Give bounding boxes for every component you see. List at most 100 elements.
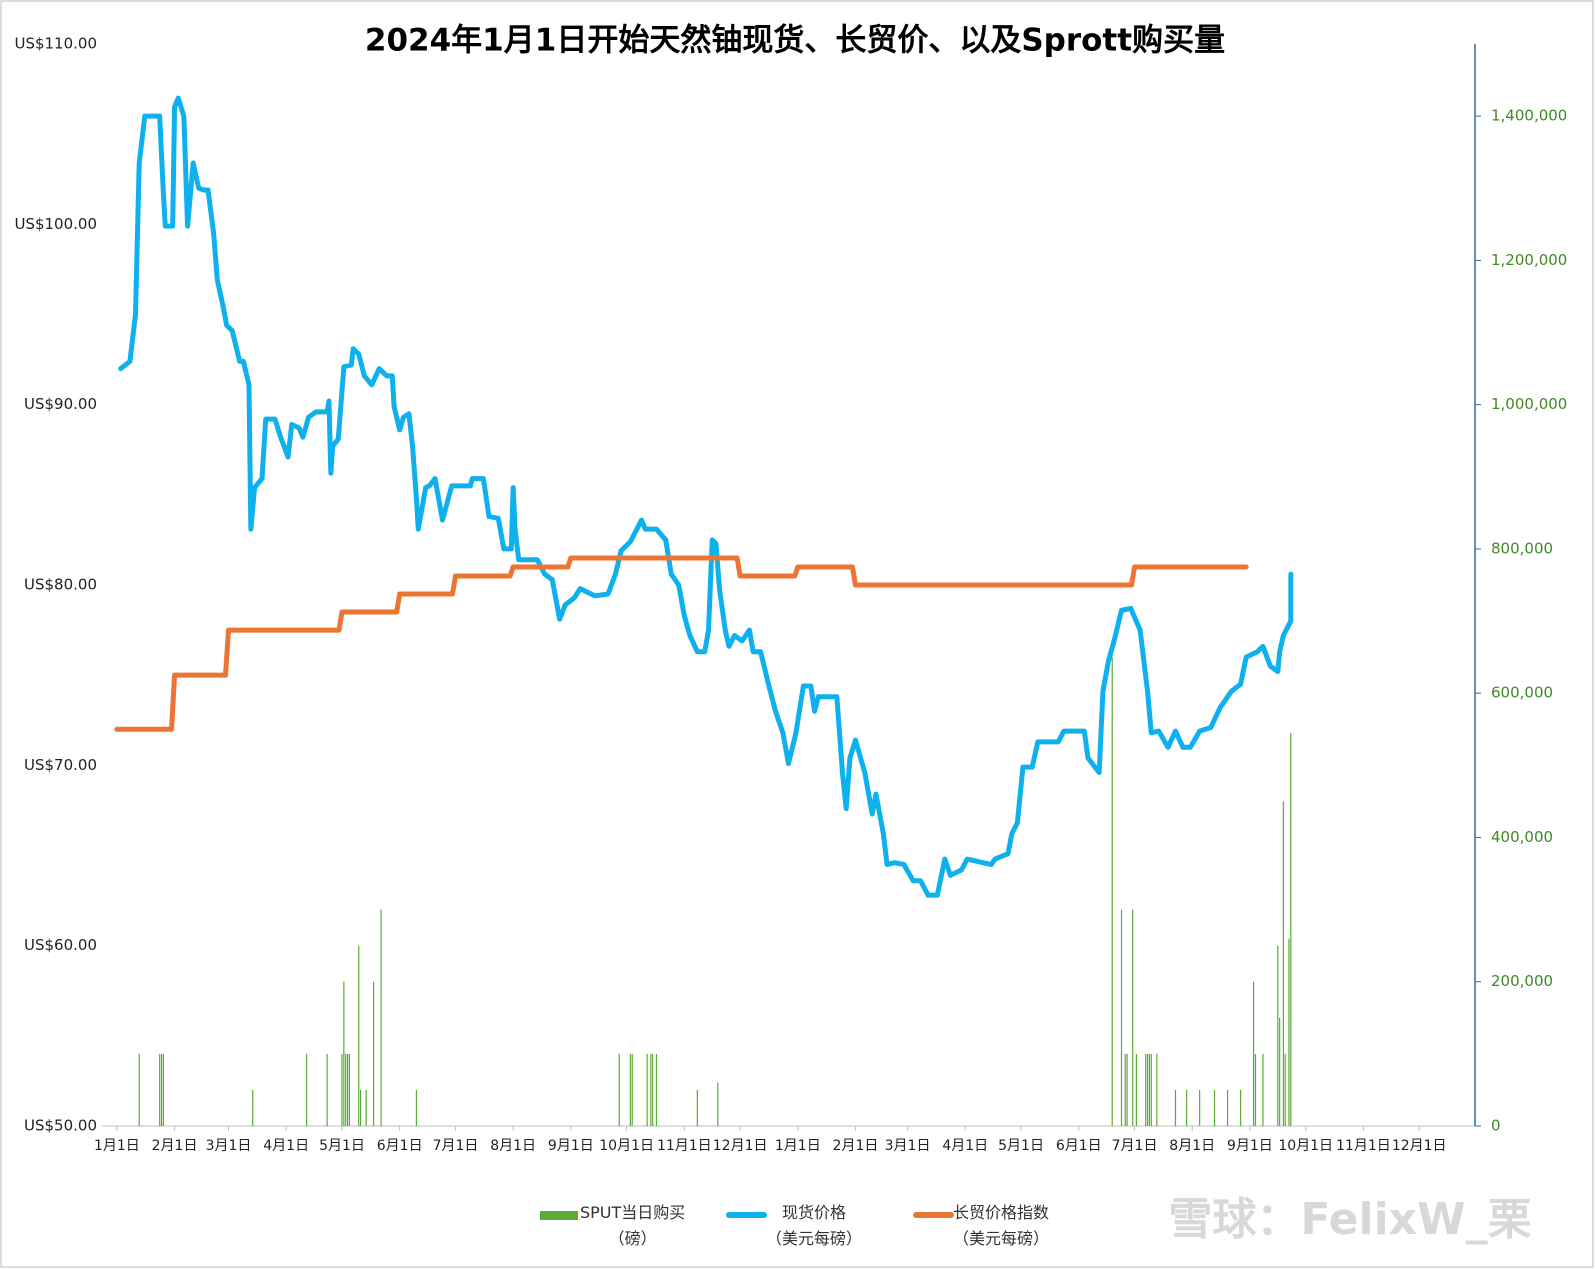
bar: [1126, 1053, 1128, 1126]
bar: [1174, 1089, 1177, 1126]
x-tick-label: 2月1日: [152, 1138, 198, 1154]
y-tick-label: US$60.00: [24, 936, 97, 954]
bar: [1262, 1053, 1264, 1126]
bar: [1156, 1053, 1158, 1126]
bar: [1132, 909, 1134, 1126]
bar: [1284, 1053, 1286, 1126]
y-tick-label: US$110.00: [14, 35, 97, 53]
bar: [696, 1089, 698, 1126]
x-tick-label: 10月1日: [1278, 1138, 1333, 1154]
x-tick-label: 10月1日: [599, 1138, 654, 1154]
bar: [345, 1053, 347, 1126]
bar: [1239, 1089, 1242, 1126]
bar: [1282, 801, 1284, 1126]
bar: [306, 1053, 308, 1126]
x-tick-label: 1月1日: [94, 1138, 140, 1154]
bar: [1145, 1053, 1147, 1126]
y2-tick-label: 800,000: [1491, 539, 1553, 557]
bar: [358, 945, 360, 1126]
bar: [631, 1053, 633, 1126]
x-tick-label: 6月1日: [1056, 1138, 1102, 1154]
bar: [655, 1053, 658, 1126]
bar: [1186, 1089, 1188, 1126]
bar: [138, 1053, 140, 1126]
legend-swatch: [540, 1211, 578, 1220]
bar: [343, 981, 345, 1126]
bar: [415, 1089, 418, 1126]
bar: [1124, 1053, 1126, 1126]
y2-tick-label: 600,000: [1491, 684, 1553, 702]
bar: [360, 1089, 362, 1126]
bar: [1148, 1053, 1151, 1126]
y2-tick-label: 1,000,000: [1491, 395, 1567, 413]
x-tick-label: 11月1日: [657, 1138, 712, 1154]
line-series: [118, 95, 1294, 898]
bar: [1254, 1053, 1257, 1126]
bar: [717, 1082, 719, 1126]
x-tick-label: 1月1日: [775, 1138, 821, 1154]
legend-label: SPUT当日购买 （磅）: [580, 1203, 686, 1248]
y2-tick-label: 1,400,000: [1491, 107, 1567, 125]
y2-tick-label: 200,000: [1491, 972, 1553, 990]
y2-tick-label: 400,000: [1491, 828, 1553, 846]
x-tick-label: 9月1日: [1227, 1138, 1273, 1154]
x-tick-label: 2月1日: [833, 1138, 879, 1154]
bar: [162, 1053, 164, 1126]
x-tick-label: 3月1日: [206, 1138, 252, 1154]
chart-title: 2024年1月1日开始天然铀现货、长贸价、以及Sprott购买量: [365, 23, 1225, 59]
bar: [160, 1053, 163, 1126]
bar: [1279, 1017, 1281, 1126]
bar: [650, 1053, 652, 1126]
bar: [1277, 945, 1279, 1126]
bar: [629, 1053, 631, 1126]
x-tick-label: 7月1日: [433, 1138, 479, 1154]
bar: [326, 1053, 328, 1126]
x-tick-label: 12月1日: [1392, 1138, 1447, 1154]
bar: [346, 1053, 349, 1126]
y-tick-label: US$90.00: [24, 395, 97, 413]
bar: [341, 1053, 343, 1126]
bar: [652, 1053, 654, 1126]
bar: [1150, 1053, 1152, 1126]
x-tick-label: 4月1日: [263, 1138, 309, 1154]
y-tick-label: US$100.00: [14, 215, 97, 233]
x-tick-label: 7月1日: [1112, 1138, 1158, 1154]
line-series: [114, 555, 1249, 732]
watermark: 雪球：FelixW_栗: [1168, 1194, 1531, 1245]
bar: [1135, 1053, 1138, 1126]
x-tick-label: 9月1日: [548, 1138, 594, 1154]
bar: [252, 1089, 254, 1126]
bar: [1199, 1089, 1201, 1126]
bar: [159, 1053, 161, 1126]
bar: [373, 981, 375, 1126]
bar: [1213, 1089, 1216, 1126]
x-tick-label: 11月1日: [1336, 1138, 1391, 1154]
bar: [1120, 909, 1123, 1126]
bar: [348, 1053, 351, 1126]
x-tick-label: 5月1日: [319, 1138, 365, 1154]
bar: [618, 1053, 620, 1126]
y2-tick-label: 0: [1491, 1117, 1501, 1135]
bar: [1288, 938, 1290, 1126]
y-tick-label: US$50.00: [24, 1117, 97, 1135]
bar: [1146, 1053, 1149, 1126]
bar: [1111, 657, 1113, 1126]
y-tick-label: US$70.00: [24, 756, 97, 774]
bar: [1253, 981, 1255, 1126]
y-tick-label: US$80.00: [24, 576, 97, 594]
x-tick-label: 5月1日: [998, 1138, 1044, 1154]
bar: [646, 1053, 648, 1126]
x-tick-label: 8月1日: [490, 1138, 536, 1154]
x-tick-label: 4月1日: [942, 1138, 988, 1154]
bar: [365, 1089, 367, 1126]
x-tick-label: 6月1日: [377, 1138, 423, 1154]
x-tick-label: 12月1日: [713, 1138, 768, 1154]
y2-tick-label: 1,200,000: [1491, 251, 1567, 269]
legend-label: 长贸价格指数 （美元每磅）: [953, 1203, 1050, 1248]
bar: [1290, 732, 1292, 1126]
bar: [1226, 1089, 1229, 1126]
legend-label: 现货价格 （美元每磅）: [766, 1203, 863, 1248]
